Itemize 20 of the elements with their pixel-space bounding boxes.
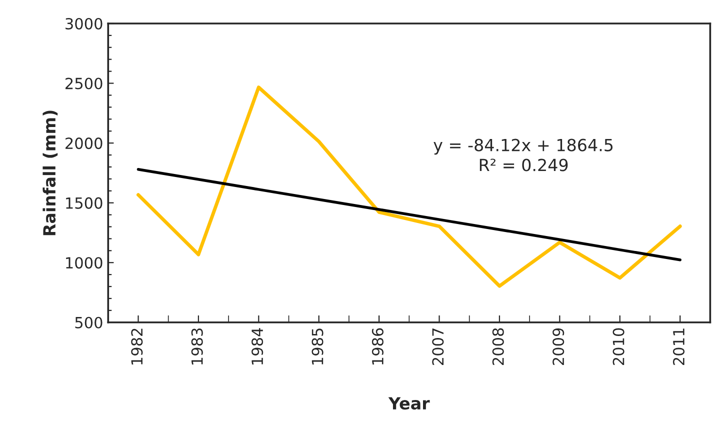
x-tick-label: 2009 (552, 328, 564, 366)
y-tick-label: 1000 (66, 257, 102, 269)
x-tick-label: 1984 (252, 328, 264, 364)
x-tick-label: 1982 (131, 328, 143, 364)
x-tick-label: 1985 (312, 328, 324, 364)
x-tick-label: 1983 (191, 328, 203, 364)
x-tick-label: 2008 (492, 328, 504, 366)
y-tick-label: 2500 (66, 78, 102, 90)
line-series (136, 86, 682, 288)
y-tick-label: 1500 (66, 197, 102, 209)
y-tick-label: 500 (75, 316, 102, 328)
x-axis-title: Year (388, 397, 430, 410)
x-tick-label: 2011 (672, 328, 685, 366)
x-tick-label: 1986 (372, 328, 384, 364)
x-tick-label: 2007 (432, 328, 444, 366)
y-tick-label: 2000 (66, 138, 102, 150)
y-tick-label: 3000 (66, 18, 102, 30)
annotation: y = -84.12x + 1864.5 R² = 0.249 (434, 138, 613, 172)
y-axis-title: Rainfall (mm) (42, 110, 58, 236)
x-tick-label: 2010 (612, 328, 624, 366)
